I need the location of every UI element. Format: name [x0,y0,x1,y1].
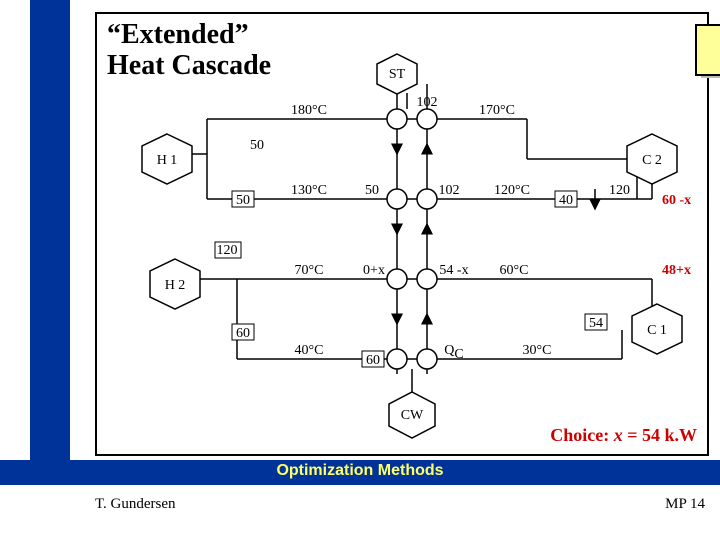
sidebar-vertical [30,0,70,480]
val-120-mid: 120 [217,243,238,258]
val-54mx: 54 -x [439,263,468,278]
temp-30: 30°C [523,343,552,358]
footer-author: T. Gundersen [95,496,176,513]
node-h1-label: H 1 [157,153,178,168]
hx-r2-right [417,189,437,209]
hx-r3-right [417,269,437,289]
choice-val: = 54 k.W [623,425,697,445]
choice-var: x [614,425,623,445]
temp-40: 40°C [295,343,324,358]
val-102-top: 102 [417,95,438,110]
bottom-banner: Optimization Methods [0,462,720,480]
val-50-row2: 50 [236,193,250,208]
val-54: 54 [589,316,603,331]
choice-label: Choice: [550,425,609,445]
node-c1-label: C 1 [647,323,667,338]
val-60-row4: 60 [236,326,250,341]
hx-r4-right [417,349,437,369]
node-st-label: ST [389,67,406,82]
side-label: Process, Energy and System [8,115,28,335]
hx-r1-left [387,109,407,129]
val-60b-row4: 60 [366,353,380,368]
val-60mx: 60 -x [662,193,691,208]
temp-170: 170°C [479,103,515,118]
hx-r3-left [387,269,407,289]
temp-130: 130°C [291,183,327,198]
node-h2-label: H 2 [165,278,186,293]
val-40-row2: 40 [559,193,573,208]
temp-180: 180°C [291,103,327,118]
page: Process, Energy and System Optimization … [0,0,720,540]
val-48px: 48+x [662,263,691,278]
hx-r1-right [417,109,437,129]
val-102-row2: 102 [439,183,460,198]
val-0px: 0+x [363,263,385,278]
val-50-row2b: 50 [365,183,379,198]
footer-page: MP 14 [665,496,705,513]
hx-r2-left [387,189,407,209]
temp-120: 120°C [494,183,530,198]
temp-60: 60°C [500,263,529,278]
hx-r4-left [387,349,407,369]
temp-70: 70°C [295,263,324,278]
main-panel: “Extended” Heat Cascade QP = QPP = 54 k.… [95,12,709,456]
val-50-upper: 50 [250,138,264,153]
node-cw-label: CW [401,408,424,423]
val-120-row2: 120 [609,183,630,198]
heat-cascade-diagram: ST 180°C 102 170°C 50 H 1 [97,14,707,454]
choice-text: Choice: x = 54 k.W [550,425,697,446]
node-c2-label: C 2 [642,153,662,168]
